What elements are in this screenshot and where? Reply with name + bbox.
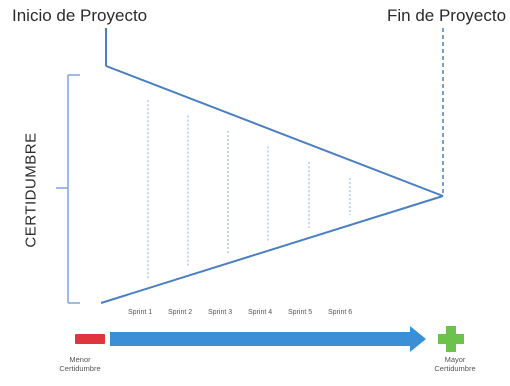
certainty-bracket xyxy=(56,75,80,303)
more-certainty-line1: Mayor xyxy=(425,355,485,364)
minus-icon xyxy=(75,334,105,344)
cone-upper-edge xyxy=(106,66,443,196)
certainty-axis-label: CERTIDUMBRE xyxy=(23,132,40,247)
less-certainty-line1: Menor xyxy=(50,355,110,364)
more-certainty-label: Mayor Certidumbre xyxy=(425,355,485,374)
sprint-label: Sprint 2 xyxy=(168,309,192,316)
cone-lower-edge xyxy=(101,196,443,303)
sprint-label: Sprint 6 xyxy=(328,309,352,316)
plus-icon xyxy=(438,326,464,352)
sprint-label: Sprint 1 xyxy=(128,309,152,316)
sprint-label: Sprint 5 xyxy=(288,309,312,316)
sprint-divider-group xyxy=(148,100,350,278)
sprint-label: Sprint 4 xyxy=(248,309,272,316)
arrow-right-icon xyxy=(110,326,426,352)
project-start-label: Inicio de Proyecto xyxy=(12,6,147,26)
less-certainty-line2: Certidumbre xyxy=(50,364,110,373)
less-certainty-label: Menor Certidumbre xyxy=(50,355,110,374)
more-certainty-line2: Certidumbre xyxy=(425,364,485,373)
project-end-label: Fin de Proyecto xyxy=(387,6,506,26)
sprint-label: Sprint 3 xyxy=(208,309,232,316)
